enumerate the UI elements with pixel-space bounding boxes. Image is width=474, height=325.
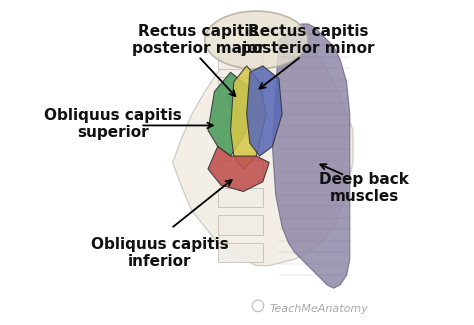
Polygon shape (218, 188, 263, 207)
Polygon shape (208, 146, 269, 191)
Text: Rectus capitis
posterior minor: Rectus capitis posterior minor (241, 24, 374, 56)
Polygon shape (230, 66, 266, 169)
Polygon shape (218, 243, 263, 262)
Text: Deep back
muscles: Deep back muscles (319, 172, 409, 204)
Polygon shape (208, 72, 256, 156)
Text: Obliquus capitis
inferior: Obliquus capitis inferior (91, 237, 228, 269)
Polygon shape (218, 133, 263, 152)
Ellipse shape (205, 11, 308, 69)
Polygon shape (246, 66, 282, 156)
Polygon shape (218, 77, 263, 97)
Text: Obliquus capitis
superior: Obliquus capitis superior (44, 108, 182, 140)
Polygon shape (218, 50, 263, 69)
Text: Rectus capitis
posterior major: Rectus capitis posterior major (132, 24, 265, 56)
Polygon shape (218, 215, 263, 235)
Polygon shape (218, 160, 263, 179)
Polygon shape (273, 24, 350, 288)
Text: TeachMeAnatomy: TeachMeAnatomy (269, 304, 368, 314)
Polygon shape (173, 27, 353, 266)
Polygon shape (218, 105, 263, 124)
